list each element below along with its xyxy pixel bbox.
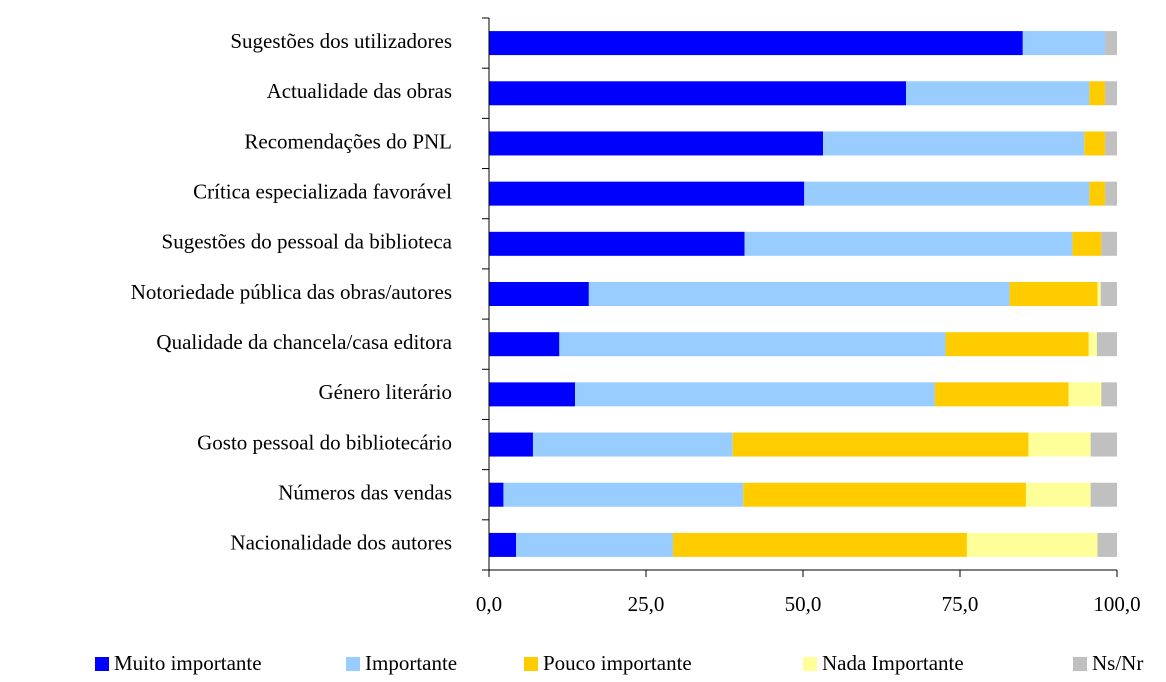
bar-segment <box>489 332 560 357</box>
category-label: Sugestões dos utilizadores <box>230 29 452 53</box>
bar-segment <box>489 81 906 106</box>
x-tick-label: 100,0 <box>1093 592 1140 616</box>
legend-swatch <box>95 657 109 671</box>
bar-segment <box>1084 131 1106 156</box>
bar-segment <box>1101 382 1117 407</box>
bar-segment <box>1090 482 1117 507</box>
bar-segment <box>489 181 805 206</box>
bar-segment <box>489 482 504 507</box>
bar-segment <box>1105 81 1117 106</box>
x-tick-label: 25,0 <box>628 592 665 616</box>
bar-segment <box>1105 31 1117 56</box>
x-tick-label: 50,0 <box>785 592 822 616</box>
bar-segment <box>1022 31 1106 56</box>
bar-segment <box>804 181 1090 206</box>
category-label: Nacionalidade dos autores <box>230 531 452 555</box>
bar-segment <box>934 382 1069 407</box>
category-label: Sugestões do pessoal da biblioteca <box>162 230 453 254</box>
bar-segment <box>489 532 517 557</box>
bar-segment <box>743 482 1026 507</box>
bar-segment <box>1097 532 1117 557</box>
bar-segment <box>503 482 744 507</box>
bar-segment <box>945 332 1089 357</box>
bar-segment <box>966 532 1098 557</box>
bar-segment <box>532 432 733 457</box>
legend-swatch <box>346 657 360 671</box>
bar-segment <box>1089 81 1106 106</box>
bar-segment <box>489 282 589 306</box>
category-label: Números das vendas <box>278 481 452 505</box>
bar-segment <box>1100 282 1117 306</box>
legend-label: Muito importante <box>114 651 262 675</box>
bar-segment <box>1068 382 1102 407</box>
bar-segment <box>489 131 824 156</box>
bar-segment <box>489 231 745 256</box>
bar-segment <box>575 382 935 407</box>
bar-segment <box>905 81 1090 106</box>
bar-segment <box>489 432 533 457</box>
category-label: Qualidade da chancela/casa editora <box>156 330 452 354</box>
category-label: Género literário <box>318 380 452 404</box>
category-label: Crítica especializada favorável <box>193 179 452 203</box>
bar-segment <box>1025 482 1091 507</box>
category-label: Actualidade das obras <box>267 79 452 103</box>
bar-segment <box>489 382 576 407</box>
bar-segment <box>1096 332 1117 357</box>
bar-segment <box>1097 282 1101 306</box>
category-label: Recomendações do PNL <box>244 129 452 153</box>
category-label: Notoriedade pública das obras/autores <box>131 280 452 304</box>
bar-segment <box>1028 432 1091 457</box>
bar-segment <box>1105 181 1117 206</box>
bar-segment <box>1101 231 1117 256</box>
bar-segment <box>1089 181 1106 206</box>
bar-segment <box>823 131 1085 156</box>
category-label: Gosto pessoal do bibliotecário <box>197 430 452 454</box>
bar-segment <box>744 231 1073 256</box>
legend-swatch <box>524 657 538 671</box>
legend-label: Pouco importante <box>543 651 692 675</box>
bar-segment <box>1088 332 1097 357</box>
bar-segment <box>673 532 967 557</box>
bar-segment <box>489 31 1023 56</box>
x-tick-label: 75,0 <box>942 592 979 616</box>
legend-label: Importante <box>365 651 457 675</box>
bar-segment <box>516 532 674 557</box>
bar-segment <box>559 332 946 357</box>
x-tick-label: 0,0 <box>476 592 502 616</box>
legend-label: Ns/Nr <box>1092 651 1143 675</box>
bar-segment <box>588 282 1010 306</box>
legend-label: Nada Importante <box>822 651 964 675</box>
legend-swatch <box>1073 657 1087 671</box>
bar-segment <box>1009 282 1098 306</box>
bar-segment <box>1090 432 1117 457</box>
legend-swatch <box>803 657 817 671</box>
bar-segment <box>1072 231 1102 256</box>
bar-segment <box>732 432 1029 457</box>
bar-segment <box>1105 131 1117 156</box>
